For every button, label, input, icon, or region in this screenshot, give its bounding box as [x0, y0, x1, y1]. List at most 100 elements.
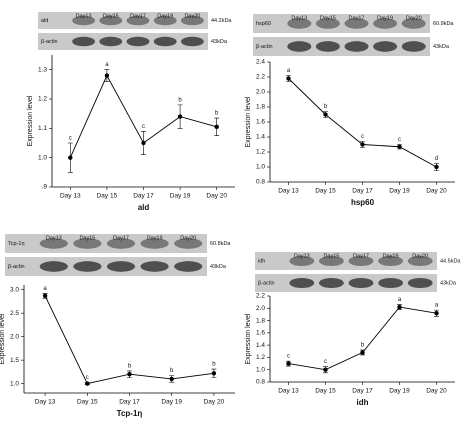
significance-letter: c [361, 134, 364, 140]
y-tick-label: 1.4 [256, 342, 265, 349]
x-tick-label: Day 13 [278, 188, 299, 195]
blot-size-label: 44.5kDa [440, 258, 461, 264]
data-point [323, 367, 328, 372]
blot-band [39, 261, 68, 272]
x-tick-label: Day 15 [315, 388, 336, 395]
blot-lane-label: Day17 [113, 235, 129, 241]
data-point [323, 112, 328, 117]
y-tick-label: 2.0 [256, 89, 265, 96]
data-point [360, 350, 365, 355]
significance-letter: b [324, 104, 328, 110]
blot-row-label: Tcp-1η [8, 241, 25, 247]
y-axis-label: Expression level [245, 313, 252, 364]
significance-letter: c [324, 359, 327, 365]
x-tick-label: Day 15 [77, 399, 98, 406]
blot-band [174, 261, 203, 272]
x-tick-label: Day 20 [426, 188, 447, 195]
y-tick-label: 0.8 [256, 179, 265, 186]
blot-lane-label: Day19 [157, 13, 173, 19]
blot-band [39, 238, 68, 249]
significance-letter: a [43, 286, 47, 292]
y-tick-label: 1.8 [256, 317, 265, 324]
blot-lane-label: Day13 [76, 13, 92, 19]
y-tick-label: 1.2 [38, 96, 47, 103]
x-tick-label: Day 19 [161, 399, 182, 406]
significance-letter: b [170, 368, 174, 374]
blot-lane-label: Day13 [291, 15, 307, 21]
blot-band [140, 238, 169, 249]
y-tick-label: 1.0 [38, 154, 47, 161]
significance-letter: c [69, 136, 72, 142]
blot-band [344, 18, 369, 29]
data-point [68, 155, 73, 160]
blot-lane-label: Day15 [323, 253, 339, 259]
blot-band [73, 261, 102, 272]
significance-letter: a [435, 303, 439, 309]
y-tick-label: .9 [42, 184, 48, 191]
blot-row-label: β-actin [41, 39, 58, 45]
x-tick-label: Day 13 [278, 388, 299, 395]
data-point [434, 164, 439, 170]
y-tick-label: 2.0 [256, 305, 265, 312]
x-tick-label: Day 17 [352, 388, 373, 395]
significance-letter: b [128, 364, 132, 370]
data-point [169, 376, 174, 382]
blot-size-label: 43kDa [210, 264, 227, 270]
x-tick-label: Day 19 [389, 188, 410, 195]
blot-lane-label: Day20 [184, 13, 200, 19]
blot-row-label: β-actin [256, 44, 273, 50]
significance-letter: d [435, 156, 438, 162]
blot-lane-label: Day19 [377, 15, 393, 21]
significance-letter: c [86, 375, 89, 381]
blot-band [315, 41, 340, 52]
y-tick-label: 2.0 [10, 333, 19, 340]
blot-band [99, 15, 123, 26]
blot-size-label: 43kDa [433, 44, 450, 50]
data-point [177, 114, 183, 119]
blot-lane-label: Day20 [406, 15, 422, 21]
x-tick-label: Day 17 [352, 188, 373, 195]
y-tick-label: 1.0 [256, 164, 265, 171]
x-axis-label: ald [138, 203, 150, 212]
blot-lane-label: Day15 [79, 235, 95, 241]
blot-band [378, 277, 404, 289]
x-tick-label: Day 19 [389, 388, 410, 395]
data-point [397, 304, 402, 310]
blot-band [180, 15, 204, 26]
blot-row-label: idh [258, 258, 265, 264]
x-tick-label: Day 17 [133, 193, 154, 200]
blot-band [401, 18, 426, 29]
blot-lane-label: Day20 [180, 235, 196, 241]
significance-letter: a [398, 297, 402, 303]
y-axis-label: Expression level [245, 96, 252, 147]
blot-band [318, 255, 344, 267]
significance-letter: a [105, 62, 109, 68]
blot-lane-label: Day13 [294, 253, 310, 259]
blot-band [106, 261, 136, 272]
data-point [127, 372, 132, 377]
data-line [288, 306, 437, 371]
blot-lane-label: Day19 [147, 235, 163, 241]
blot-lane-label: Day13 [46, 235, 62, 241]
data-point [104, 73, 110, 78]
y-tick-label: 1.0 [256, 366, 265, 373]
significance-letter: a [287, 68, 291, 74]
x-tick-label: Day 20 [204, 399, 225, 406]
blot-lane-label: Day17 [353, 253, 369, 259]
data-point [85, 381, 90, 386]
significance-letter: c [398, 137, 401, 143]
data-line [288, 78, 437, 168]
significance-letter: b [212, 362, 216, 368]
y-tick-label: 2.2 [256, 293, 265, 300]
y-tick-label: 2.4 [256, 59, 265, 66]
blot-size-label: 60.9kDa [433, 21, 454, 27]
blot-band [373, 41, 398, 52]
x-tick-label: Day 13 [60, 193, 81, 200]
blot-size-label: 60.8kDa [210, 241, 231, 247]
blot-band [174, 238, 203, 249]
blot-lane-label: Day17 [130, 13, 146, 19]
blot-lane-label: Day17 [349, 15, 365, 21]
data-point [214, 124, 219, 130]
data-point [211, 371, 217, 376]
blot-band [73, 238, 102, 249]
